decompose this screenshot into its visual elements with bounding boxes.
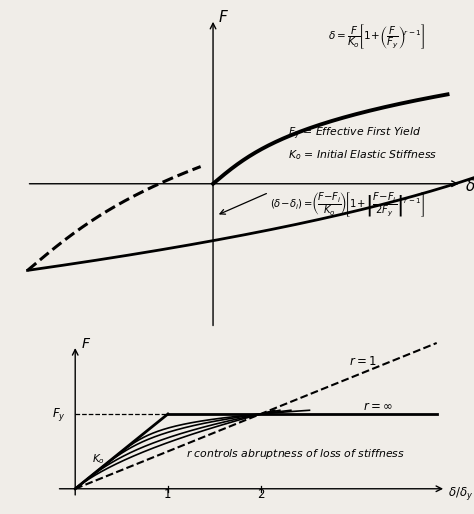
Text: $r$ controls abruptness of loss of stiffness: $r$ controls abruptness of loss of stiff… xyxy=(186,447,406,462)
Text: $K_o$: $K_o$ xyxy=(92,453,105,466)
Text: $K_o$ = Initial Elastic Stiffness: $K_o$ = Initial Elastic Stiffness xyxy=(288,148,437,161)
Text: 2: 2 xyxy=(257,488,264,501)
Text: $r = 1$: $r = 1$ xyxy=(349,355,376,369)
Text: $F$: $F$ xyxy=(81,337,91,351)
Text: $F_y$ = Effective First Yield: $F_y$ = Effective First Yield xyxy=(288,126,421,142)
Text: $\delta$: $\delta$ xyxy=(465,178,474,194)
Text: $r = \infty$: $r = \infty$ xyxy=(363,399,392,413)
Text: $F_y$: $F_y$ xyxy=(52,406,66,423)
Text: $\delta = \dfrac{F}{K_o}\!\left[1\!+\!\left(\dfrac{F}{F_y}\right)^{\!r-1}\right]: $\delta = \dfrac{F}{K_o}\!\left[1\!+\!\l… xyxy=(328,23,426,51)
Text: $F$: $F$ xyxy=(218,9,229,25)
Text: $(\delta\!-\!\delta_i) = \!\left(\!\dfrac{F\!-\!F_i}{K_o}\!\right)\!\left[1\!+\!: $(\delta\!-\!\delta_i) = \!\left(\!\dfra… xyxy=(270,191,425,219)
Text: 1: 1 xyxy=(164,488,172,501)
Text: $\delta/\delta_y$: $\delta/\delta_y$ xyxy=(448,485,473,502)
